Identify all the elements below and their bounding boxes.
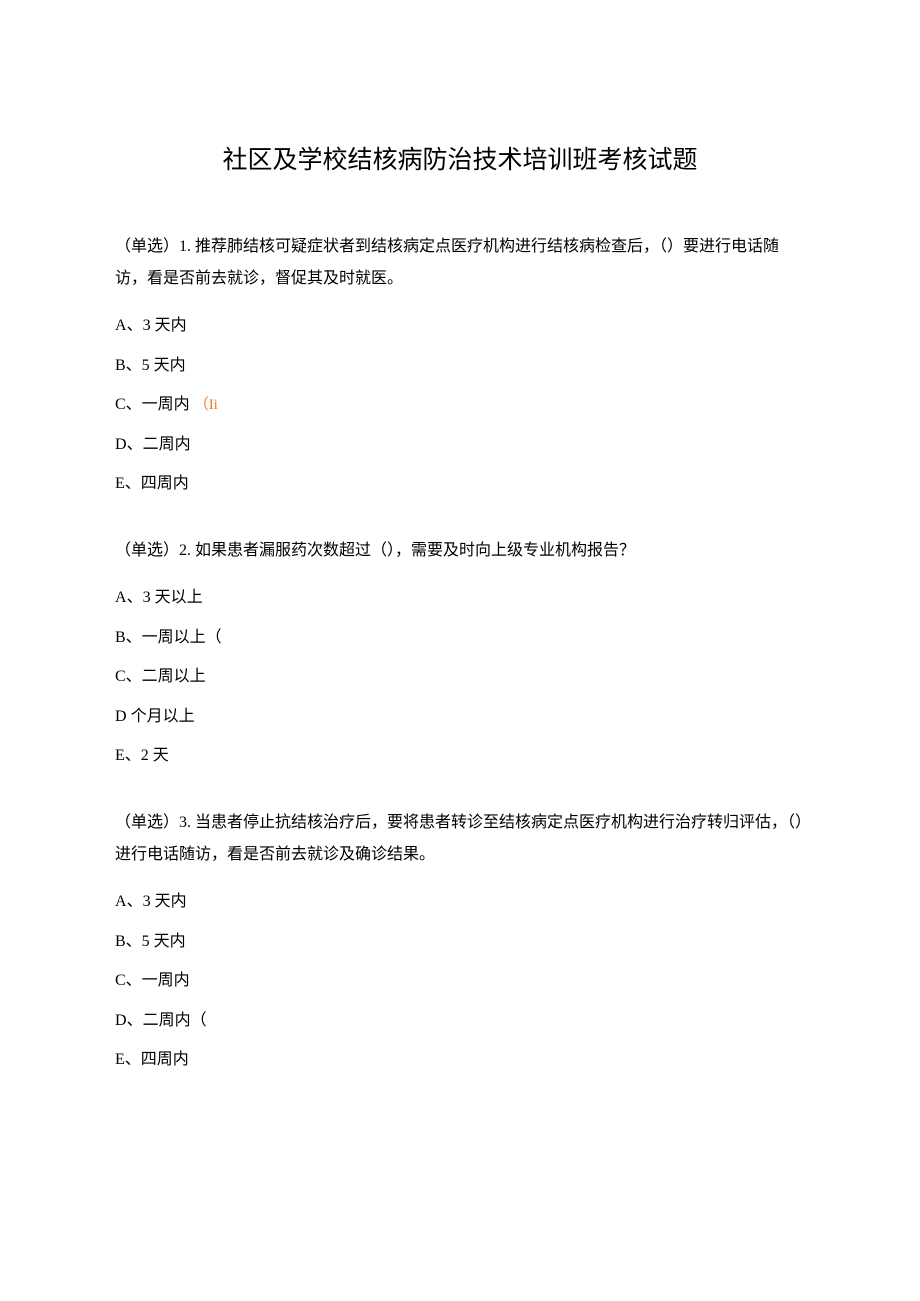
question-2-option-e: E、2 天 — [115, 743, 805, 769]
question-3-option-a: A、3 天内 — [115, 889, 805, 915]
question-3-option-b: B、5 天内 — [115, 929, 805, 955]
option-letter: D — [115, 436, 127, 453]
option-text: 、一周以上（ — [126, 629, 222, 646]
question-1-option-a: A、3 天内 — [115, 313, 805, 339]
question-3-body: 当患者停止抗结核治疗后，要将患者转诊至结核病定点医疗机构进行治疗转归评估，（）进… — [115, 814, 803, 863]
option-annotation: （Ii — [194, 397, 218, 413]
option-text: 、3 天以上 — [127, 589, 203, 606]
option-letter: C — [115, 972, 126, 989]
question-2-option-a: A、3 天以上 — [115, 585, 805, 611]
question-3-text: （单选）3. 当患者停止抗结核治疗后，要将患者转诊至结核病定点医疗机构进行治疗转… — [115, 807, 805, 871]
option-letter: B — [115, 357, 126, 374]
option-letter: A — [115, 317, 127, 334]
question-1-prefix: （单选）1. — [115, 238, 195, 255]
question-3: （单选）3. 当患者停止抗结核治疗后，要将患者转诊至结核病定点医疗机构进行治疗转… — [115, 807, 805, 1073]
option-letter: C — [115, 396, 126, 413]
option-letter: E — [115, 1051, 125, 1068]
question-2-option-b: B、一周以上（ — [115, 625, 805, 651]
option-letter: A — [115, 893, 127, 910]
question-3-option-e: E、四周内 — [115, 1047, 805, 1073]
option-letter: D — [115, 1012, 127, 1029]
question-1-text: （单选）1. 推荐肺结核可疑症状者到结核病定点医疗机构进行结核病检查后，（）要进… — [115, 231, 805, 295]
option-text: 、四周内 — [125, 475, 189, 492]
option-letter: E — [115, 747, 125, 764]
question-1-option-c: C、一周内 （Ii — [115, 392, 805, 418]
question-1-body: 推荐肺结核可疑症状者到结核病定点医疗机构进行结核病检查后，（）要进行电话随访，看… — [115, 238, 779, 287]
option-text: 、3 天内 — [127, 893, 187, 910]
question-1-option-b: B、5 天内 — [115, 353, 805, 379]
option-text: 、二周以上 — [126, 668, 206, 685]
question-3-prefix: （单选）3. — [115, 814, 195, 831]
question-2-text: （单选）2. 如果患者漏服药次数超过（），需要及时向上级专业机构报告？ — [115, 535, 805, 567]
question-2: （单选）2. 如果患者漏服药次数超过（），需要及时向上级专业机构报告？ A、3 … — [115, 535, 805, 769]
question-2-option-d: D 个月以上 — [115, 704, 805, 730]
question-1-option-e: E、四周内 — [115, 471, 805, 497]
question-1-option-d: D、二周内 — [115, 432, 805, 458]
option-text: 、一周内 — [126, 396, 190, 413]
option-letter: D — [115, 708, 127, 725]
option-text: 个月以上 — [127, 708, 195, 725]
option-letter: A — [115, 589, 127, 606]
page-title: 社区及学校结核病防治技术培训班考核试题 — [115, 140, 805, 176]
option-text: 、一周内 — [126, 972, 190, 989]
option-text: 、5 天内 — [126, 933, 186, 950]
option-text: 、四周内 — [125, 1051, 189, 1068]
question-3-option-c: C、一周内 — [115, 968, 805, 994]
question-3-option-d: D、二周内（ — [115, 1008, 805, 1034]
question-1: （单选）1. 推荐肺结核可疑症状者到结核病定点医疗机构进行结核病检查后，（）要进… — [115, 231, 805, 497]
option-letter: B — [115, 933, 126, 950]
option-letter: B — [115, 629, 126, 646]
option-text: 、3 天内 — [127, 317, 187, 334]
option-text: 、5 天内 — [126, 357, 186, 374]
option-text: 、二周内（ — [127, 1012, 207, 1029]
option-letter: E — [115, 475, 125, 492]
question-2-option-c: C、二周以上 — [115, 664, 805, 690]
option-text: 、2 天 — [125, 747, 169, 764]
option-letter: C — [115, 668, 126, 685]
option-text: 、二周内 — [127, 436, 191, 453]
question-2-prefix: （单选）2. — [115, 542, 195, 559]
question-2-body: 如果患者漏服药次数超过（），需要及时向上级专业机构报告？ — [195, 542, 635, 559]
